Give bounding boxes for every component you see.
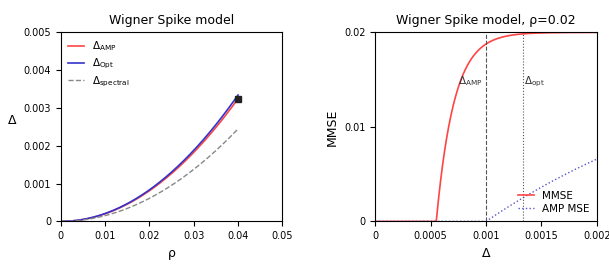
$\Delta_\mathrm{AMP}$ bbox=[141, 192, 149, 195]
$\Delta_\mathrm{AMP}$ bbox=[234, 97, 242, 100]
MMSE bbox=[397, 220, 404, 223]
$\Delta_\mathrm{Opt}$ bbox=[163, 175, 170, 178]
MMSE bbox=[457, 80, 464, 83]
$\Delta_\mathrm{AMP}$ bbox=[202, 137, 209, 141]
AMP MSE bbox=[466, 220, 474, 223]
MMSE bbox=[410, 220, 417, 223]
$\Delta_\mathrm{Opt}$ bbox=[230, 99, 238, 103]
AMP MSE bbox=[371, 220, 379, 223]
$\Delta_\mathrm{Opt}$ bbox=[143, 191, 150, 194]
AMP MSE bbox=[457, 220, 464, 223]
AMP MSE bbox=[593, 157, 600, 161]
$\Delta_\mathrm{spectral}$ bbox=[234, 127, 242, 130]
$\Delta_\mathrm{spectral}$ bbox=[57, 220, 65, 223]
Title: Wigner Spike model: Wigner Spike model bbox=[109, 14, 234, 27]
$\Delta_\mathrm{AMP}$ bbox=[57, 220, 65, 223]
Line: $\Delta_\mathrm{Opt}$: $\Delta_\mathrm{Opt}$ bbox=[61, 95, 238, 221]
$\Delta_\mathrm{AMP}$ bbox=[230, 103, 238, 106]
$\Delta_\mathrm{Opt}$ bbox=[153, 183, 160, 186]
MMSE bbox=[466, 59, 474, 63]
AMP MSE bbox=[397, 220, 404, 223]
MMSE bbox=[589, 31, 596, 34]
Title: Wigner Spike model, ρ=0.02: Wigner Spike model, ρ=0.02 bbox=[396, 14, 576, 27]
MMSE bbox=[565, 31, 572, 34]
$\Delta_\mathrm{AMP}$ bbox=[153, 184, 160, 187]
AMP MSE bbox=[565, 171, 572, 174]
$\Delta_\mathrm{spectral}$ bbox=[153, 193, 160, 196]
$\Delta_\mathrm{Opt}$ bbox=[141, 191, 149, 194]
$\Delta_\mathrm{AMP}$ bbox=[163, 176, 170, 180]
$\Delta_\mathrm{spectral}$ bbox=[163, 187, 170, 190]
$\Delta_\mathrm{Opt}$ bbox=[57, 220, 65, 223]
Line: $\Delta_\mathrm{AMP}$: $\Delta_\mathrm{AMP}$ bbox=[61, 99, 238, 221]
$\Delta_\mathrm{spectral}$ bbox=[141, 199, 149, 202]
MMSE bbox=[371, 220, 379, 223]
Line: MMSE: MMSE bbox=[375, 32, 597, 221]
Legend: $\Delta_\mathrm{AMP}$, $\Delta_\mathrm{Opt}$, $\Delta_\mathrm{spectral}$: $\Delta_\mathrm{AMP}$, $\Delta_\mathrm{O… bbox=[66, 38, 132, 91]
AMP MSE bbox=[410, 220, 417, 223]
MMSE bbox=[593, 31, 600, 34]
Text: $\Delta_\mathrm{opt}$: $\Delta_\mathrm{opt}$ bbox=[524, 75, 545, 89]
Legend: MMSE, AMP MSE: MMSE, AMP MSE bbox=[516, 189, 591, 216]
X-axis label: Δ: Δ bbox=[482, 247, 490, 260]
$\Delta_\mathrm{AMP}$ bbox=[143, 191, 150, 195]
$\Delta_\mathrm{spectral}$ bbox=[143, 198, 150, 202]
Y-axis label: MMSE: MMSE bbox=[326, 108, 339, 146]
Text: $\Delta_\mathrm{AMP}$: $\Delta_\mathrm{AMP}$ bbox=[457, 74, 482, 88]
X-axis label: ρ: ρ bbox=[167, 247, 175, 260]
$\Delta_\mathrm{spectral}$ bbox=[230, 132, 238, 135]
Line: $\Delta_\mathrm{spectral}$: $\Delta_\mathrm{spectral}$ bbox=[61, 129, 238, 221]
$\Delta_\mathrm{Opt}$ bbox=[234, 93, 242, 97]
Y-axis label: Δ: Δ bbox=[8, 114, 16, 127]
$\Delta_\mathrm{spectral}$ bbox=[202, 158, 209, 161]
$\Delta_\mathrm{Opt}$ bbox=[202, 135, 209, 138]
AMP MSE bbox=[589, 160, 596, 163]
Line: AMP MSE: AMP MSE bbox=[375, 159, 597, 221]
